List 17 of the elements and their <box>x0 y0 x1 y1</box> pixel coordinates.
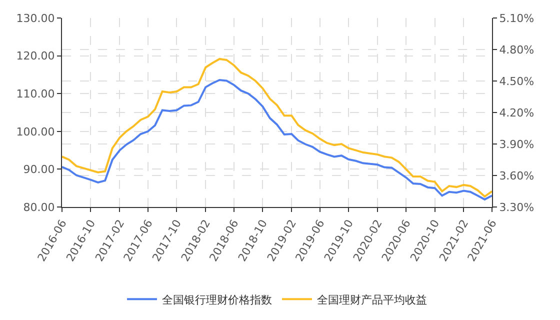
y-tick-label: 80.00 <box>23 200 55 214</box>
y-tick-label: 120.00 <box>16 50 55 63</box>
y2-tick-label: 3.60% <box>499 169 534 182</box>
y-tick-label: 100.00 <box>16 125 55 138</box>
y2-tick-label: 5.10% <box>499 12 534 25</box>
y-tick-label: 90.00 <box>23 163 55 176</box>
y-tick-label: 110.00 <box>16 87 55 100</box>
y2-tick-label: 4.50% <box>499 74 534 88</box>
legend-label: 全国银行理财价格指数 <box>162 293 272 306</box>
legend-label: 全国理财产品平均收益 <box>317 293 427 306</box>
y2-tick-label: 3.30% <box>499 200 534 214</box>
y2-tick-label: 3.90% <box>499 138 534 151</box>
line-series <box>62 78 492 200</box>
line-series <box>62 58 492 198</box>
y2-tick-label: 4.80% <box>499 43 534 56</box>
y2-tick-label: 4.20% <box>499 106 534 120</box>
y-tick-label: 130.00 <box>16 12 55 25</box>
